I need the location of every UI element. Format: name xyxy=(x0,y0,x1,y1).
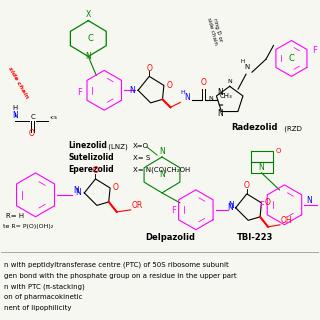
Text: side chain: side chain xyxy=(7,66,30,99)
Text: N: N xyxy=(85,52,91,61)
Text: X= N(CO)CH₂OH: X= N(CO)CH₂OH xyxy=(133,167,190,173)
Text: C: C xyxy=(87,34,93,43)
Text: Linezolid: Linezolid xyxy=(68,141,107,150)
Text: -cs: -cs xyxy=(50,115,57,120)
Text: N: N xyxy=(259,163,264,172)
Text: N: N xyxy=(12,111,18,120)
Text: CH₃: CH₃ xyxy=(219,93,232,100)
Text: (RZD: (RZD xyxy=(283,125,302,132)
Text: O: O xyxy=(200,78,206,87)
Text: n with PTC (π-stacking): n with PTC (π-stacking) xyxy=(4,284,84,290)
Text: X= S: X= S xyxy=(133,155,150,161)
Text: O: O xyxy=(276,148,281,154)
Text: N: N xyxy=(76,188,81,197)
Text: O: O xyxy=(146,64,152,73)
Text: F: F xyxy=(312,46,317,55)
Text: Sutelizolid: Sutelizolid xyxy=(68,153,114,162)
Text: C: C xyxy=(289,54,294,63)
Text: N: N xyxy=(227,79,232,84)
Text: Delpazolid: Delpazolid xyxy=(145,233,195,242)
Text: te R= P(O)(OH)₂: te R= P(O)(OH)₂ xyxy=(3,224,53,229)
Text: nent of lipophilicity: nent of lipophilicity xyxy=(4,305,71,311)
Text: O: O xyxy=(113,183,119,192)
Text: N: N xyxy=(229,201,235,210)
Text: O: O xyxy=(264,198,270,207)
Text: =: = xyxy=(217,102,223,108)
Text: N: N xyxy=(227,203,233,212)
Text: ring D or
side chain: ring D or side chain xyxy=(206,16,224,45)
Text: O: O xyxy=(167,81,173,90)
Text: F: F xyxy=(77,88,82,97)
Text: H: H xyxy=(12,105,17,111)
Text: C: C xyxy=(31,114,35,120)
Text: N: N xyxy=(208,96,213,101)
Text: N: N xyxy=(159,171,165,180)
Text: Eperezolid: Eperezolid xyxy=(68,165,114,174)
Text: (LNZ): (LNZ) xyxy=(106,143,128,149)
Text: gen bond with the phosphate group on a residue in the upper part: gen bond with the phosphate group on a r… xyxy=(4,273,236,278)
Text: N: N xyxy=(217,88,223,97)
Text: N: N xyxy=(129,86,135,95)
Text: H: H xyxy=(240,59,244,64)
Text: F: F xyxy=(171,206,176,215)
Text: F: F xyxy=(260,201,264,210)
Text: Radezolid: Radezolid xyxy=(232,123,278,132)
Text: N: N xyxy=(184,93,190,102)
Text: X=O: X=O xyxy=(133,143,149,149)
Text: N: N xyxy=(244,64,249,70)
Text: N: N xyxy=(306,196,312,205)
Text: N: N xyxy=(159,147,165,156)
Text: O: O xyxy=(244,181,250,190)
Text: N: N xyxy=(73,186,79,195)
Text: N: N xyxy=(217,109,223,118)
Text: X: X xyxy=(86,10,91,19)
Text: n with peptidyltransferase centre (PTC) of 50S ribosome subunit: n with peptidyltransferase centre (PTC) … xyxy=(4,261,228,268)
Text: OH: OH xyxy=(281,216,292,225)
Text: R= H: R= H xyxy=(6,213,24,219)
Text: OR: OR xyxy=(132,201,143,210)
Text: TBI-223: TBI-223 xyxy=(236,233,273,242)
Text: O: O xyxy=(28,129,35,138)
Text: on of pharmacokinetic: on of pharmacokinetic xyxy=(4,294,82,300)
Text: H: H xyxy=(180,90,185,95)
Text: O: O xyxy=(92,166,99,175)
